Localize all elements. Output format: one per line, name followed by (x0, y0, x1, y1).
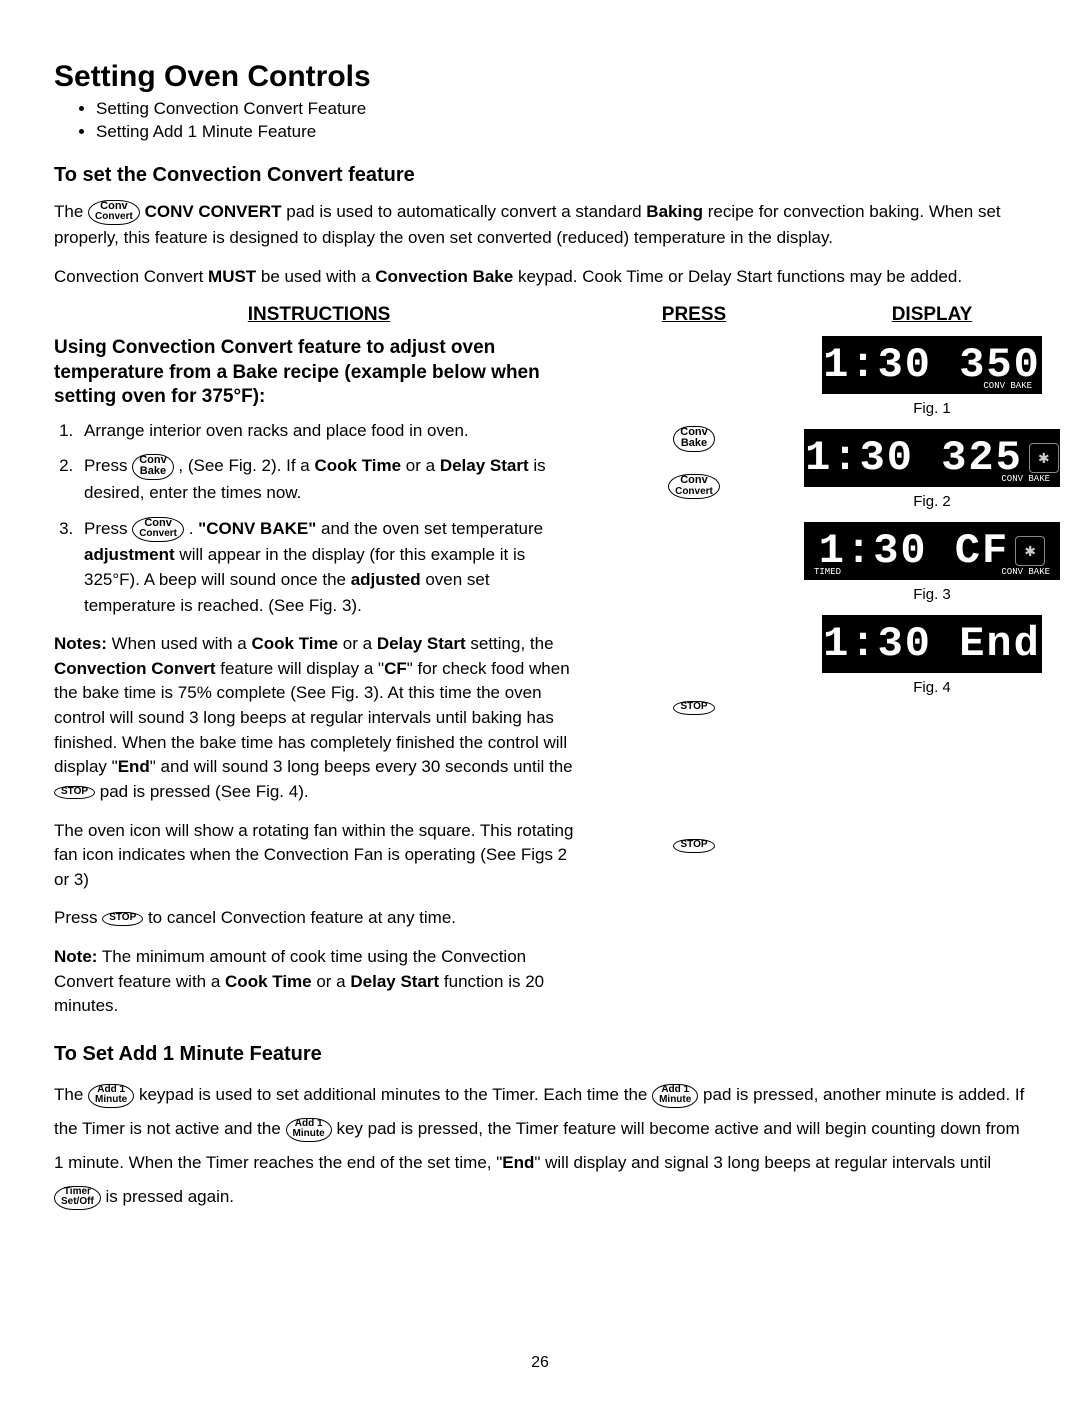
stop-pad: STOP (673, 701, 714, 715)
notes-paragraph: Notes: When used with a Cook Time or a D… (54, 632, 584, 804)
conv-convert-pad: ConvConvert (668, 474, 720, 499)
conv-convert-icon: ConvConvert (88, 200, 140, 225)
list-item: Setting Convection Convert Feature (96, 98, 1026, 121)
section-heading: To set the Convection Convert feature (54, 164, 1026, 187)
display-fig4: 1:30 End (822, 615, 1042, 673)
conv-bake-icon: ConvBake (132, 454, 174, 480)
cancel-note: Press STOP to cancel Convection feature … (54, 906, 584, 931)
conv-bake-pad: ConvBake (673, 426, 715, 452)
stop-icon: STOP (54, 786, 95, 800)
step-3: Press ConvConvert . "CONV BAKE" and the … (78, 516, 584, 619)
stop-pad: STOP (673, 839, 714, 853)
stop-icon: STOP (102, 912, 143, 926)
list-item: Setting Add 1 Minute Feature (96, 121, 1026, 144)
fan-icon: ✱ (1015, 536, 1045, 566)
fig3-caption: Fig. 3 (804, 586, 1060, 603)
fan-note: The oven icon will show a rotating fan w… (54, 819, 584, 893)
add1-icon: Add 1Minute (286, 1118, 332, 1142)
steps-list: Arrange interior oven racks and place fo… (78, 418, 584, 618)
step-1: Arrange interior oven racks and place fo… (78, 418, 584, 444)
example-heading: Using Convection Convert feature to adju… (54, 336, 584, 410)
page-number: 26 (0, 1354, 1080, 1372)
add1-paragraph: The Add 1Minute keypad is used to set ad… (54, 1078, 1026, 1214)
page-title: Setting Oven Controls (54, 60, 1026, 94)
minimum-note: Note: The minimum amount of cook time us… (54, 945, 584, 1019)
timer-icon: TimerSet/Off (54, 1186, 101, 1210)
display-fig3: 1:30 CF ✱ TIMED CONV BAKE (804, 522, 1060, 580)
instructions-header: INSTRUCTIONS (54, 304, 584, 326)
display-header: DISPLAY (804, 304, 1060, 326)
section2-heading: To Set Add 1 Minute Feature (54, 1043, 1026, 1066)
fig1-caption: Fig. 1 (804, 400, 1060, 417)
fan-icon: ✱ (1029, 443, 1059, 473)
feature-list: Setting Convection Convert Feature Setti… (96, 98, 1026, 144)
display-fig2: 1:30 325 ✱ CONV BAKE (804, 429, 1060, 487)
intro-paragraph-2: Convection Convert MUST be used with a C… (54, 264, 1026, 290)
intro-paragraph: The ConvConvert CONV CONVERT pad is used… (54, 199, 1026, 251)
fig4-caption: Fig. 4 (804, 679, 1060, 696)
step-2: Press ConvBake , (See Fig. 2). If a Cook… (78, 453, 584, 505)
add1-icon: Add 1Minute (652, 1084, 698, 1108)
add1-icon: Add 1Minute (88, 1084, 134, 1108)
press-header: PRESS (604, 304, 784, 326)
display-fig1: 1:30 350 CONV BAKE (822, 336, 1042, 394)
fig2-caption: Fig. 2 (804, 493, 1060, 510)
conv-convert-icon: ConvConvert (132, 517, 184, 542)
